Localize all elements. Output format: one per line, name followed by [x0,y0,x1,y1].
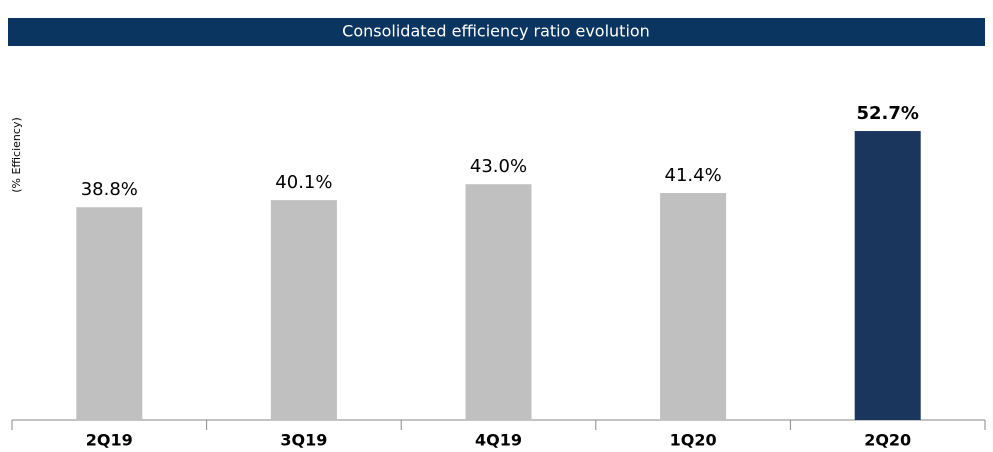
bar [76,207,143,420]
x-tick-label: 1Q20 [670,431,717,450]
value-label: 41.4% [665,165,722,186]
value-label: 52.7% [856,103,918,124]
value-label: 40.1% [275,172,332,193]
bar [465,184,532,420]
bar [854,131,921,421]
x-tick-label: 3Q19 [280,431,327,450]
x-tick-label: 2Q20 [864,431,911,450]
bar [270,200,337,420]
title-banner [8,18,985,46]
value-label: 38.8% [81,179,138,200]
x-tick-label: 4Q19 [475,431,522,450]
chart-title: Consolidated efficiency ratio evolution [342,22,650,41]
y-axis-label: (% Efficiency) [10,117,23,193]
x-tick-label: 2Q19 [86,431,133,450]
bar [660,192,727,420]
value-label: 43.0% [470,156,527,177]
